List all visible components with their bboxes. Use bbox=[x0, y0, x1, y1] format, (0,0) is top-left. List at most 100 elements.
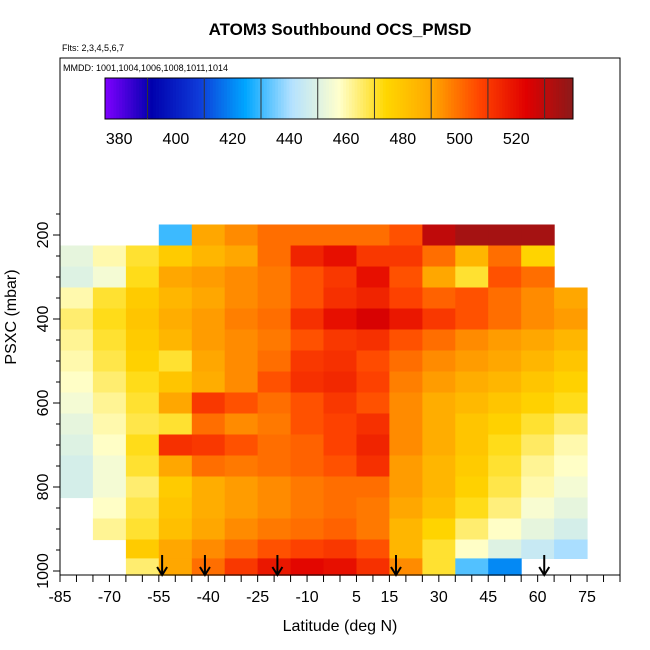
colorbar-segment bbox=[283, 78, 287, 119]
colorbar-segment bbox=[482, 78, 486, 119]
heatmap-cell bbox=[389, 245, 423, 268]
heatmap-cell bbox=[455, 518, 489, 541]
colorbar-segment bbox=[229, 78, 234, 119]
colorbar-tick-label: 480 bbox=[389, 131, 416, 148]
colorbar-segment bbox=[541, 78, 546, 119]
heatmap-cell bbox=[224, 287, 259, 310]
colorbar-segment bbox=[363, 78, 367, 119]
colorbar-segment bbox=[184, 78, 188, 119]
heatmap-cell bbox=[125, 434, 160, 457]
heatmap-cell bbox=[125, 392, 160, 415]
heatmap-cell bbox=[356, 266, 390, 289]
colorbar-segment bbox=[252, 78, 256, 119]
flight-arrow bbox=[199, 555, 211, 577]
heatmap-cell bbox=[92, 434, 127, 457]
heatmap-cell bbox=[356, 371, 390, 394]
heatmap-cell bbox=[554, 476, 588, 499]
heatmap-cell bbox=[257, 455, 292, 478]
colorbar-segment bbox=[164, 78, 168, 119]
colorbar-segment bbox=[428, 78, 432, 119]
heatmap-cell bbox=[488, 413, 522, 436]
heatmap-cell bbox=[488, 245, 522, 268]
heatmap-cell bbox=[290, 371, 325, 394]
heatmap-cell bbox=[455, 476, 489, 499]
heatmap-cell bbox=[191, 558, 226, 576]
colorbar-segment bbox=[175, 78, 180, 119]
heatmap-cell bbox=[455, 266, 489, 289]
colorbar-segment bbox=[502, 78, 506, 119]
heatmap-cell bbox=[389, 518, 423, 541]
colorbar-segment bbox=[144, 78, 148, 119]
x-tick-label: 5 bbox=[352, 589, 361, 606]
heatmap-cell bbox=[158, 266, 193, 289]
colorbar-segment bbox=[459, 78, 463, 119]
heatmap-cell bbox=[356, 224, 390, 247]
colorbar-segment bbox=[348, 78, 353, 119]
y-tick-label: 800 bbox=[35, 474, 52, 501]
heatmap-cell bbox=[290, 287, 325, 310]
heatmap-cell bbox=[488, 350, 522, 373]
heatmap-cell bbox=[323, 434, 357, 457]
heatmap-cell bbox=[554, 308, 588, 331]
colorbar-segment bbox=[567, 78, 571, 119]
heatmap-cell bbox=[125, 329, 160, 352]
heatmap-cell bbox=[488, 308, 522, 331]
heatmap-cell bbox=[60, 455, 94, 478]
colorbar-tick-label: 520 bbox=[503, 131, 530, 148]
colorbar-segment bbox=[221, 78, 225, 119]
colorbar-segment bbox=[278, 78, 282, 119]
colorbar-segment bbox=[119, 78, 123, 119]
heatmap-cell bbox=[554, 539, 588, 559]
heatmap-cell bbox=[521, 392, 555, 415]
heatmap-cell bbox=[191, 476, 226, 499]
heatmap-cell bbox=[521, 350, 555, 373]
x-tick-label: -85 bbox=[48, 589, 71, 606]
colorbar-segment bbox=[266, 78, 270, 119]
colorbar-segment bbox=[153, 78, 157, 119]
colorbar-segment bbox=[147, 78, 151, 119]
colorbar-segment bbox=[397, 78, 401, 119]
heatmap-cell bbox=[356, 455, 390, 478]
flight-arrow bbox=[538, 555, 551, 577]
heatmap-cell bbox=[455, 558, 489, 576]
colorbar-segment bbox=[399, 78, 404, 119]
heatmap-cell bbox=[191, 518, 226, 541]
colorbar-segment bbox=[422, 78, 426, 119]
heatmap-cell bbox=[125, 539, 160, 559]
colorbar-segment bbox=[187, 78, 191, 119]
colorbar-segment bbox=[436, 78, 441, 119]
colorbar-segment bbox=[360, 78, 364, 119]
heatmap-cell bbox=[290, 350, 325, 373]
heatmap-cell bbox=[521, 434, 555, 457]
heatmap-cell bbox=[224, 329, 259, 352]
y-tick-label: 1000 bbox=[35, 553, 52, 589]
heatmap-cell bbox=[290, 434, 325, 457]
heatmap-cell bbox=[158, 224, 193, 247]
heatmap-cell bbox=[60, 350, 94, 373]
heatmap-cell bbox=[455, 539, 489, 559]
colorbar-segment bbox=[451, 78, 455, 119]
colorbar-segment bbox=[470, 78, 475, 119]
colorbar-segment bbox=[258, 78, 262, 119]
heatmap-cell bbox=[356, 329, 390, 352]
colorbar-segment bbox=[337, 78, 341, 119]
colorbar-segment bbox=[329, 78, 333, 119]
colorbar-segment bbox=[133, 78, 137, 119]
heatmap-cell bbox=[323, 245, 357, 268]
x-tick-label: 75 bbox=[578, 589, 596, 606]
heatmap-cell bbox=[422, 266, 456, 289]
colorbar-tick-label: 420 bbox=[219, 131, 246, 148]
heatmap-cell bbox=[257, 413, 292, 436]
colorbar-segment bbox=[513, 78, 517, 119]
heatmap-cell bbox=[257, 371, 292, 394]
colorbar-segment bbox=[331, 78, 336, 119]
heatmap-cell bbox=[257, 329, 292, 352]
heatmap-cell bbox=[455, 224, 489, 247]
heatmap-cell bbox=[422, 413, 456, 436]
heatmap-cell bbox=[488, 371, 522, 394]
colorbar-segment bbox=[555, 78, 560, 119]
heatmap-cell bbox=[323, 476, 357, 499]
colorbar-segment bbox=[496, 78, 500, 119]
colorbar-segment bbox=[130, 78, 134, 119]
